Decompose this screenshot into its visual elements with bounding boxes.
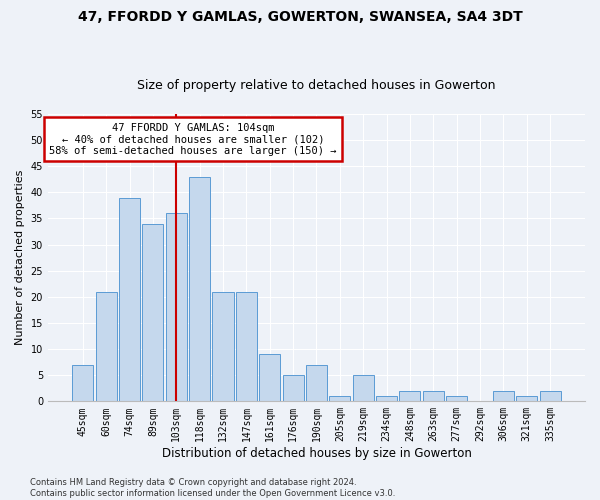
- Bar: [166, 214, 187, 402]
- Bar: [539, 391, 560, 402]
- Bar: [423, 391, 444, 402]
- Bar: [353, 375, 374, 402]
- Bar: [95, 292, 117, 402]
- Bar: [306, 365, 327, 402]
- Bar: [493, 391, 514, 402]
- Text: 47, FFORDD Y GAMLAS, GOWERTON, SWANSEA, SA4 3DT: 47, FFORDD Y GAMLAS, GOWERTON, SWANSEA, …: [77, 10, 523, 24]
- Bar: [189, 176, 210, 402]
- Y-axis label: Number of detached properties: Number of detached properties: [15, 170, 25, 346]
- Bar: [119, 198, 140, 402]
- Text: Contains HM Land Registry data © Crown copyright and database right 2024.
Contai: Contains HM Land Registry data © Crown c…: [30, 478, 395, 498]
- Bar: [236, 292, 257, 402]
- Bar: [446, 396, 467, 402]
- Bar: [212, 292, 233, 402]
- Bar: [142, 224, 163, 402]
- Bar: [283, 375, 304, 402]
- Bar: [376, 396, 397, 402]
- Text: 47 FFORDD Y GAMLAS: 104sqm
← 40% of detached houses are smaller (102)
58% of sem: 47 FFORDD Y GAMLAS: 104sqm ← 40% of deta…: [49, 122, 337, 156]
- Title: Size of property relative to detached houses in Gowerton: Size of property relative to detached ho…: [137, 79, 496, 92]
- X-axis label: Distribution of detached houses by size in Gowerton: Distribution of detached houses by size …: [161, 447, 472, 460]
- Bar: [516, 396, 537, 402]
- Bar: [73, 365, 94, 402]
- Bar: [259, 354, 280, 402]
- Bar: [400, 391, 421, 402]
- Bar: [329, 396, 350, 402]
